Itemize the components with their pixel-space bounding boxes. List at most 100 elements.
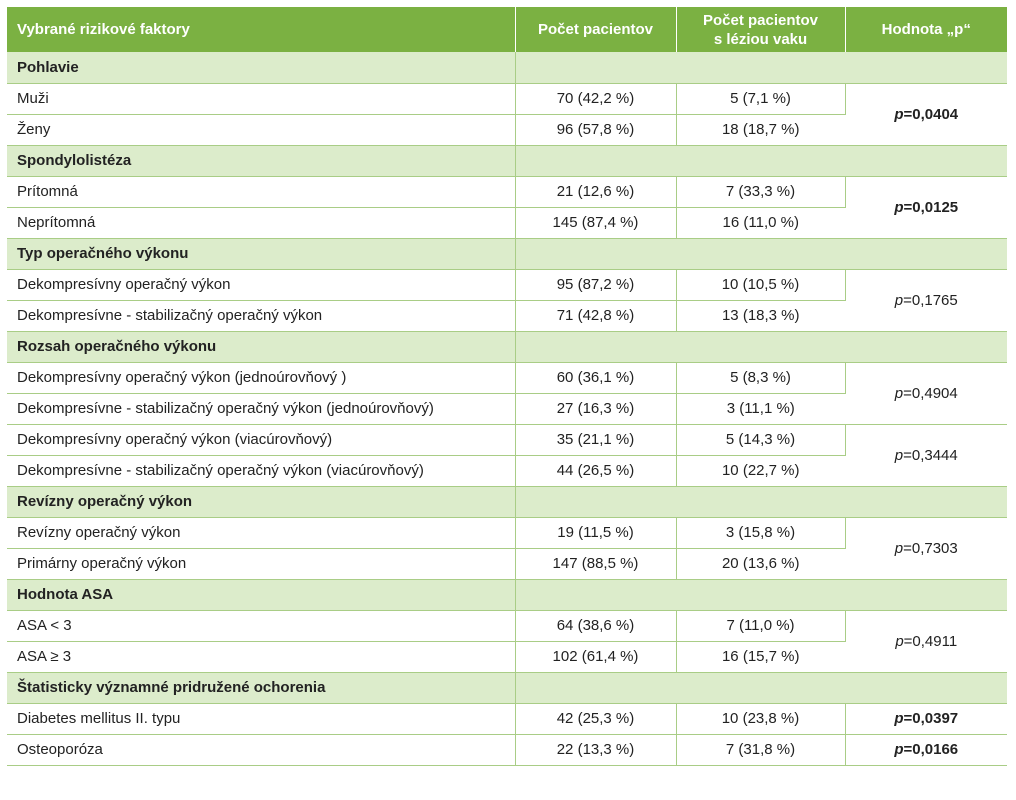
table-row: Dekompresívne - stabilizačný operačný vý… — [7, 393, 1007, 425]
patient-count-cell: 60 (36,1 %) — [515, 362, 677, 394]
header-risk-factors: Vybrané rizikové faktory — [7, 7, 516, 52]
row-label: Revízny operačný výkon — [7, 517, 516, 549]
p-value: =0,0397 — [903, 710, 959, 727]
p-value: =0,0125 — [903, 198, 959, 216]
lesion-count-cell: 18 (18,7 %) — [676, 114, 845, 146]
group-header-row: Štatisticky významné pridružené ochoreni… — [7, 672, 1007, 704]
p-value-cell: p=0,4904 — [845, 362, 1007, 425]
lesion-count-cell: 3 (15,8 %) — [676, 517, 846, 549]
row-label: Dekompresívne - stabilizačný operačný vý… — [7, 393, 516, 425]
table-row: Muži 70 (42,2 %) 5 (7,1 %) p=0,0404 — [7, 83, 1007, 146]
patient-count-cell: 70 (42,2 %) — [515, 83, 677, 115]
table-row: Osteoporóza 22 (13,3 %) 7 (31,8 %) p=0,0166 — [7, 734, 1007, 766]
p-value: =0,1765 — [903, 291, 958, 309]
table-row: Prítomná 21 (12,6 %) 7 (33,3 %) p=0,0125 — [7, 176, 1007, 239]
group-header-row: Rozsah operačného výkonu — [7, 331, 1007, 363]
patient-count-cell: 42 (25,3 %) — [515, 703, 677, 735]
p-value-cell: p=0,4911 — [845, 610, 1007, 673]
header-patients-with-lesion: Počet pacientov s léziou vaku — [676, 7, 846, 52]
patient-count-cell: 147 (88,5 %) — [515, 548, 677, 580]
row-label: Diabetes mellitus II. typu — [7, 703, 516, 735]
patient-count-cell: 22 (13,3 %) — [515, 734, 677, 766]
lesion-count-cell: 10 (10,5 %) — [676, 269, 846, 301]
row-label: Dekompresívny operačný výkon (jednoúrovň… — [7, 362, 516, 394]
lesion-count-cell: 7 (31,8 %) — [676, 734, 846, 766]
p-symbol: p — [894, 539, 904, 557]
patient-count-cell: 96 (57,8 %) — [515, 114, 677, 146]
header-p-value: Hodnota „p“ — [845, 7, 1007, 52]
row-label: Osteoporóza — [7, 734, 516, 766]
table-row: Diabetes mellitus II. typu 42 (25,3 %) 10 … — [7, 703, 1007, 735]
lesion-count-cell: 13 (18,3 %) — [676, 300, 845, 332]
group-header-fill — [515, 238, 1007, 270]
row-label: Dekompresívne - stabilizačný operačný vý… — [7, 300, 516, 332]
header-patient-count: Počet pacientov — [515, 7, 677, 52]
lesion-count-cell: 5 (8,3 %) — [676, 362, 846, 394]
p-symbol: p — [895, 632, 904, 650]
p-value: =0,0404 — [903, 105, 959, 123]
p-value: =0,3444 — [903, 446, 958, 464]
patient-count-cell: 27 (16,3 %) — [515, 393, 677, 425]
p-value-cell: p=0,7303 — [845, 517, 1007, 580]
p-value: =0,4911 — [903, 632, 958, 650]
p-value-cell: p=0,1765 — [845, 269, 1007, 332]
p-symbol: p — [894, 741, 904, 758]
patient-count-cell: 21 (12,6 %) — [515, 176, 677, 208]
table-row: Revízny operačný výkon 19 (11,5 %) 3 (15,8… — [7, 517, 1007, 580]
table-header-row: Vybrané rizikové faktory Počet pacientov… — [7, 7, 1007, 52]
p-value: =0,7303 — [903, 539, 958, 557]
group-title: Pohlavie — [7, 52, 516, 84]
p-symbol: p — [894, 105, 904, 123]
row-label: Neprítomná — [7, 207, 516, 239]
p-symbol: p — [894, 446, 904, 464]
patient-count-cell: 64 (38,6 %) — [515, 610, 677, 642]
row-label: Primárny operačný výkon — [7, 548, 516, 580]
row-label: Muži — [7, 83, 516, 115]
p-symbol: p — [894, 384, 904, 402]
lesion-count-cell: 16 (11,0 %) — [676, 207, 845, 239]
lesion-count-cell: 7 (33,3 %) — [676, 176, 846, 208]
p-value-cell: p=0,3444 — [845, 424, 1007, 487]
group-header-row: Revízny operačný výkon — [7, 486, 1007, 518]
table-row: ASA ≥ 3 102 (61,4 %) 16 (15,7 %) — [7, 641, 1007, 673]
lesion-count-cell: 7 (11,0 %) — [676, 610, 846, 642]
lesion-count-cell: 3 (11,1 %) — [676, 393, 845, 425]
patient-count-cell: 19 (11,5 %) — [515, 517, 677, 549]
table-body: Pohlavie Muži 70 (42,2 %) 5 (7,1 %) p=0,0404… — [7, 52, 1007, 766]
patient-count-cell: 102 (61,4 %) — [515, 641, 677, 673]
p-value-cell: p=0,0397 — [845, 703, 1007, 735]
group-title: Spondylolistéza — [7, 145, 516, 177]
table-row: Dekompresívne - stabilizačný operačný vý… — [7, 455, 1007, 487]
table-row: Dekompresívny operačný výkon 95 (87,2 %) 1… — [7, 269, 1007, 332]
table-row: Dekompresívne - stabilizačný operačný vý… — [7, 300, 1007, 332]
p-symbol: p — [894, 291, 904, 309]
group-header-fill — [515, 579, 1007, 611]
group-header-fill — [515, 672, 1007, 704]
group-title: Revízny operačný výkon — [7, 486, 516, 518]
row-label: Prítomná — [7, 176, 516, 208]
p-value: =0,4904 — [903, 384, 958, 402]
risk-factors-table-container: Vybrané rizikové faktory Počet pacientov… — [7, 7, 1007, 766]
table-row: Ženy 96 (57,8 %) 18 (18,7 %) — [7, 114, 1007, 146]
group-header-fill — [515, 331, 1007, 363]
group-title: Rozsah operačného výkonu — [7, 331, 516, 363]
group-title: Typ operačného výkonu — [7, 238, 516, 270]
patient-count-cell: 71 (42,8 %) — [515, 300, 677, 332]
p-value-cell: p=0,0404 — [845, 83, 1007, 146]
risk-factors-table: Vybrané rizikové faktory Počet pacientov… — [7, 7, 1007, 766]
lesion-count-cell: 16 (15,7 %) — [676, 641, 845, 673]
table-row: Dekompresívny operačný výkon (viacúrovňo… — [7, 424, 1007, 487]
patient-count-cell: 145 (87,4 %) — [515, 207, 677, 239]
p-value-cell: p=0,0125 — [845, 176, 1007, 239]
row-label: Ženy — [7, 114, 516, 146]
patient-count-cell: 35 (21,1 %) — [515, 424, 677, 456]
group-header-fill — [515, 145, 1007, 177]
group-header-fill — [515, 486, 1007, 518]
patient-count-cell: 44 (26,5 %) — [515, 455, 677, 487]
lesion-count-cell: 10 (22,7 %) — [676, 455, 845, 487]
p-value-cell: p=0,0166 — [845, 734, 1007, 766]
row-label: ASA < 3 — [7, 610, 516, 642]
p-symbol: p — [894, 198, 904, 216]
lesion-count-cell: 10 (23,8 %) — [676, 703, 846, 735]
group-title: Hodnota ASA — [7, 579, 516, 611]
